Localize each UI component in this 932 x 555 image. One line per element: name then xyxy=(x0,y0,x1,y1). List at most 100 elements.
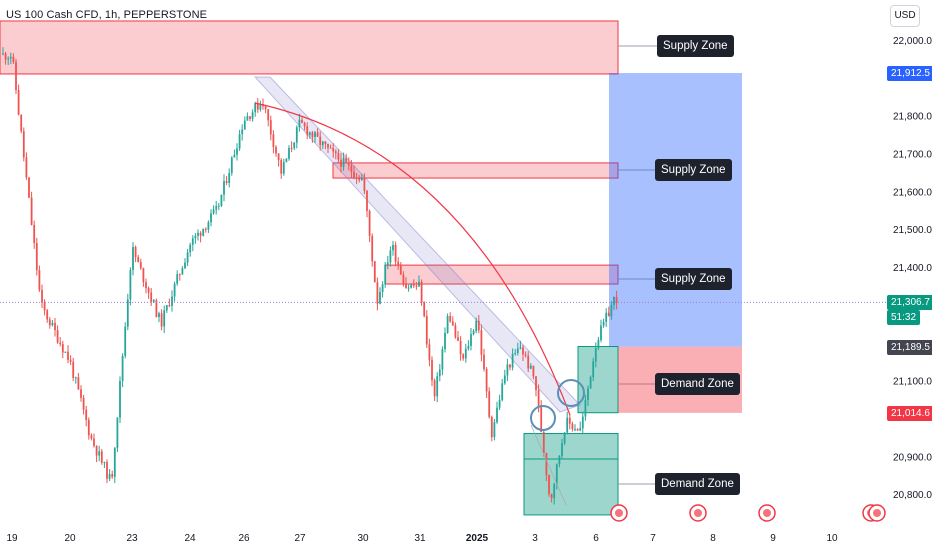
x-tick-label: 9 xyxy=(770,533,776,544)
candle xyxy=(545,452,548,481)
supply-zone-label[interactable]: Supply Zone xyxy=(655,159,732,181)
candle-body xyxy=(449,316,452,322)
candle xyxy=(522,344,524,361)
candle xyxy=(418,275,420,288)
candle-body xyxy=(7,58,10,60)
candle-body xyxy=(106,462,108,479)
candle-body xyxy=(22,131,25,158)
candle xyxy=(563,431,566,446)
candle xyxy=(220,194,223,208)
candle-body xyxy=(67,351,69,360)
candle-body xyxy=(316,132,319,137)
candle xyxy=(363,173,366,195)
candle-body xyxy=(407,287,410,289)
candle-body xyxy=(454,325,457,338)
y-tick-label: 21,600.0 xyxy=(893,187,932,198)
candle xyxy=(150,287,153,306)
candle xyxy=(584,394,587,421)
candle xyxy=(28,177,30,199)
candle xyxy=(574,424,576,432)
candle xyxy=(581,411,584,434)
candle-body xyxy=(480,330,483,355)
candle xyxy=(199,231,202,243)
candle-body xyxy=(298,119,301,128)
candle-body xyxy=(282,162,285,174)
candle-body xyxy=(532,365,535,377)
candle xyxy=(548,474,550,497)
candle-body xyxy=(69,359,72,362)
candle-body xyxy=(46,310,49,320)
candle-body xyxy=(402,274,405,284)
candle-body xyxy=(181,268,184,275)
candle-body xyxy=(171,296,173,306)
candle xyxy=(438,363,441,382)
candle xyxy=(561,438,563,460)
candle-body xyxy=(288,147,290,159)
candle xyxy=(93,433,95,448)
candle-body xyxy=(371,235,374,262)
candle xyxy=(485,367,488,399)
candle xyxy=(613,296,615,310)
candle-body xyxy=(389,250,392,263)
candle-body xyxy=(360,178,363,181)
candle xyxy=(470,327,472,351)
candle xyxy=(181,266,184,275)
candle-body xyxy=(267,109,270,121)
supply-zone-label[interactable]: Supply Zone xyxy=(657,35,734,57)
candle xyxy=(215,200,218,215)
candle xyxy=(204,227,207,233)
candle-body xyxy=(592,361,595,378)
candle xyxy=(124,322,127,359)
candle-body xyxy=(488,391,491,417)
candle xyxy=(233,149,236,158)
candle-body xyxy=(350,165,353,172)
candle xyxy=(610,301,613,320)
candle-body xyxy=(415,285,418,287)
candle xyxy=(87,417,90,440)
currency-button[interactable]: USD xyxy=(890,5,920,27)
candle-body xyxy=(363,178,366,191)
supply-zone-label[interactable]: Supply Zone xyxy=(655,268,732,290)
candle-body xyxy=(173,283,176,297)
candle-body xyxy=(178,274,181,276)
candle xyxy=(399,262,402,275)
candle-body xyxy=(613,296,615,306)
candle-body xyxy=(12,56,15,62)
demand-zone-label[interactable]: Demand Zone xyxy=(655,473,740,495)
candle-body xyxy=(438,369,441,377)
candle-body xyxy=(163,310,166,327)
candle-body xyxy=(566,417,569,433)
candle xyxy=(160,309,163,331)
candle xyxy=(7,56,10,66)
y-tick-label: 21,700.0 xyxy=(893,149,932,160)
candle-body xyxy=(51,322,54,326)
y-tick-label: 21,400.0 xyxy=(893,263,932,274)
candle xyxy=(295,125,298,149)
candle-body xyxy=(555,464,558,485)
candle xyxy=(373,260,376,283)
candle xyxy=(106,459,108,484)
projection-line xyxy=(530,424,567,506)
candle xyxy=(119,376,121,424)
demand-zone xyxy=(577,345,619,414)
x-tick-label: 8 xyxy=(710,533,716,544)
candle-body xyxy=(103,462,106,464)
candle xyxy=(527,351,530,373)
candle xyxy=(587,385,589,406)
candle-body xyxy=(428,344,431,360)
candle-body xyxy=(553,484,556,499)
candle xyxy=(9,52,12,65)
candle xyxy=(462,353,465,361)
candle-body xyxy=(511,353,514,368)
candle xyxy=(397,257,400,270)
candle-body xyxy=(589,377,592,389)
candle-body xyxy=(17,90,20,115)
candle xyxy=(142,267,145,287)
candle xyxy=(386,255,389,270)
candle-body xyxy=(41,289,43,303)
candle-body xyxy=(467,345,470,349)
candle xyxy=(25,152,28,180)
demand-zone-label[interactable]: Demand Zone xyxy=(655,373,740,395)
